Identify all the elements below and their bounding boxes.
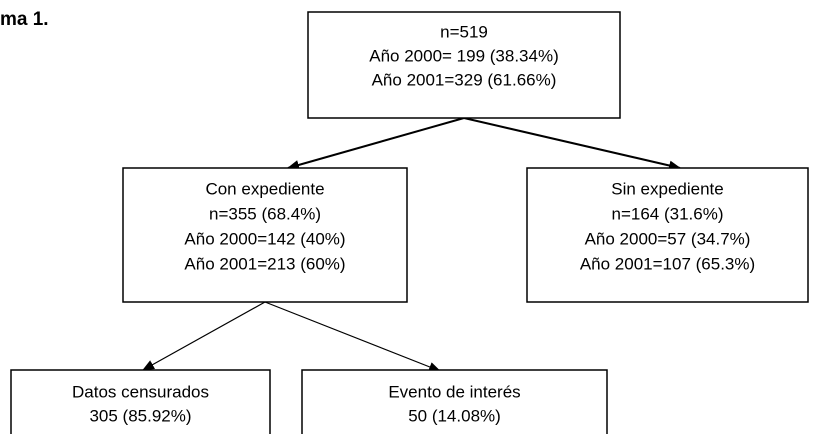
node: Sin expediente n=164 (31.6%) Año 2000=57 (… xyxy=(526,167,809,303)
node-box xyxy=(307,11,621,119)
title: ma 1. xyxy=(0,9,49,30)
node-text: n=355 (68.4%) xyxy=(209,204,321,223)
node-text: Sin expediente xyxy=(611,179,723,198)
node-box xyxy=(526,167,809,303)
arrow xyxy=(287,117,465,170)
node-box xyxy=(122,167,408,303)
node-text: Datos censurados xyxy=(72,382,209,401)
node: Datos censurados 305 (85.92%) xyxy=(10,369,271,434)
node-text: Año 2000= 199 (38.34%) xyxy=(369,46,559,65)
node: Evento de interés 50 (14.08%) xyxy=(301,369,608,434)
arrow xyxy=(463,117,681,171)
node-text: Evento de interés xyxy=(388,382,520,401)
node-text: 50 (14.08%) xyxy=(408,406,501,425)
arrow xyxy=(142,301,266,371)
node-box xyxy=(301,369,608,434)
node-text: Con expediente xyxy=(205,179,324,198)
arrow xyxy=(264,301,441,372)
node: Con expediente n=355 (68.4%) Año 2000=142 … xyxy=(122,167,408,303)
node-text: Año 2000=57 (34.7%) xyxy=(585,229,751,248)
node-text: Año 2000=142 (40%) xyxy=(184,229,345,248)
node-text: Año 2001=107 (65.3%) xyxy=(580,254,755,273)
node-text: n=519 xyxy=(440,22,488,41)
node-text: Año 2001=213 (60%) xyxy=(184,254,345,273)
node-text: Año 2001=329 (61.66%) xyxy=(372,70,557,89)
node-text: 305 (85.92%) xyxy=(89,406,191,425)
node-text: n=164 (31.6%) xyxy=(612,204,724,223)
node: n=519 Año 2000= 199 (38.34%) Año 2001=329 … xyxy=(307,11,621,119)
node-box xyxy=(10,369,271,434)
